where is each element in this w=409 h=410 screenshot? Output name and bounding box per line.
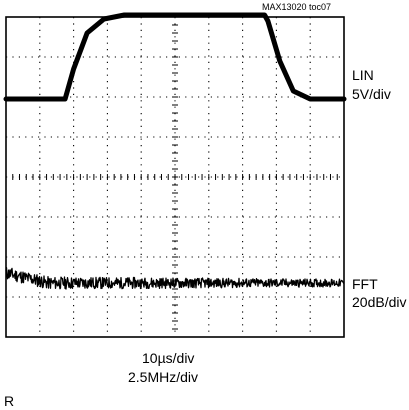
lin-scale-label: 5V/div	[352, 86, 391, 102]
time-scale-label: 10µs/div	[142, 350, 195, 366]
load-resistance-label: R	[4, 393, 15, 409]
plot-grid	[5, 16, 345, 338]
lin-trace-label: LIN	[352, 67, 374, 83]
fft-scale-label: 20dB/div	[352, 294, 407, 310]
fft-trace	[5, 267, 345, 290]
frequency-scale-label: 2.5MHz/div	[128, 369, 199, 385]
lin-trace	[3, 12, 347, 102]
document-reference: MAX13020 toc07	[262, 2, 332, 12]
fft-trace-label: FFT	[352, 276, 378, 292]
